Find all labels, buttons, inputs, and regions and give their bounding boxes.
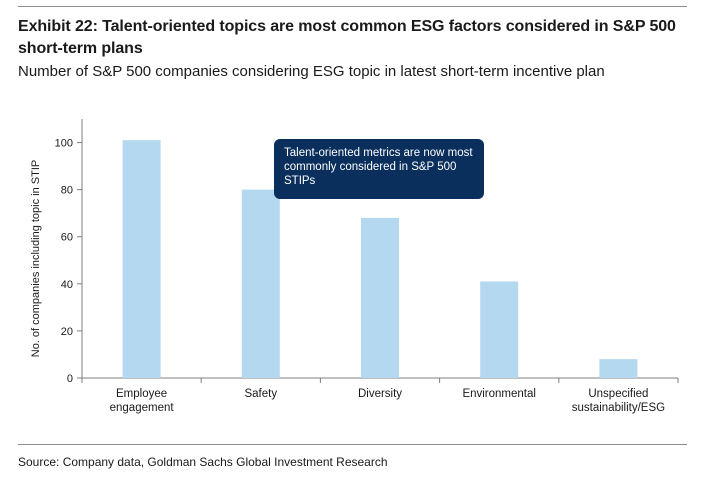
x-category-label: sustainability/ESG — [572, 402, 665, 414]
y-axis-label: No. of companies including topic in STIP — [30, 160, 42, 358]
y-tick-label: 100 — [55, 138, 73, 150]
bar-chart: 0 20 40 60 80 100 No. of companies including t… — [30, 119, 679, 414]
y-tick-label: 0 — [67, 373, 73, 385]
x-category-label: engagement — [110, 402, 175, 414]
x-category-label: Diversity — [358, 388, 402, 400]
chart-title: Exhibit 22: Talent-oriented topics are m… — [18, 18, 676, 57]
bar — [241, 189, 280, 378]
x-category-label: Unspecified — [588, 388, 648, 400]
y-tick-label: 20 — [61, 326, 73, 338]
y-tick-label: 80 — [61, 185, 73, 197]
y-tick-label: 40 — [61, 279, 73, 291]
x-category-label: Safety — [244, 388, 277, 400]
bottom-rule — [18, 444, 687, 445]
annotation-callout: Talent-oriented metrics are now most com… — [274, 139, 484, 199]
x-category-label: Employee — [116, 388, 167, 400]
chart-subtitle: Number of S&P 500 companies considering … — [18, 63, 605, 80]
bar — [599, 359, 638, 378]
bar — [361, 217, 399, 378]
source-note: Source: Company data, Goldman Sachs Glob… — [18, 455, 388, 469]
bar — [480, 281, 519, 378]
bar — [122, 140, 161, 378]
y-tick-label: 60 — [61, 232, 73, 244]
top-rule — [18, 6, 687, 7]
x-category-label: Environmental — [462, 388, 536, 400]
